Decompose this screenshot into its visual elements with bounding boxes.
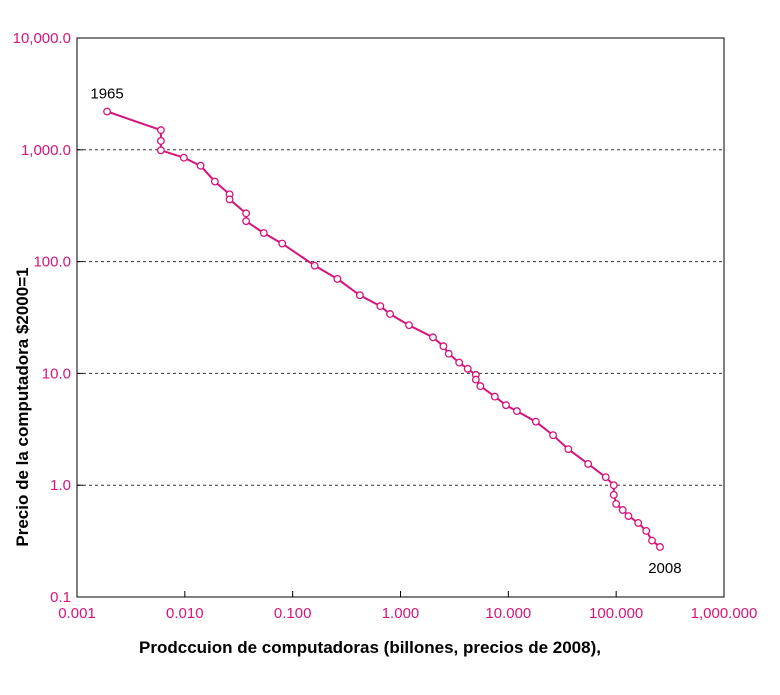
data-point — [656, 543, 664, 551]
data-point — [333, 274, 342, 283]
x-tick-label: 0.100 — [274, 605, 312, 622]
data-point — [634, 518, 643, 527]
y-axis-label: Precio de la computadora $2000=1 — [13, 267, 32, 546]
data-point — [531, 417, 540, 426]
y-tick-labels: 0.1 1.0 10.0 100.0 1,000.0 10,000.0 — [13, 30, 71, 606]
y-tick-label: 10.0 — [42, 365, 71, 382]
data-point — [512, 407, 521, 416]
y-tick-label: 0.1 — [50, 589, 71, 606]
data-point — [601, 473, 610, 482]
data-point — [376, 302, 385, 311]
data-point — [278, 239, 287, 248]
data-point — [490, 392, 499, 401]
data-point — [612, 499, 621, 508]
axis-ticks — [76, 37, 725, 598]
series-line — [106, 110, 661, 548]
x-tick-label: 10.000 — [485, 605, 531, 622]
data-point — [444, 349, 453, 358]
x-tick-label: 1.000 — [382, 605, 420, 622]
data-point — [584, 459, 593, 468]
y-tick-label: 10,000.0 — [13, 30, 71, 47]
x-tick-label: 1,000.000 — [691, 605, 758, 622]
x-tick-label: 0.001 — [58, 605, 96, 622]
data-point — [624, 512, 633, 520]
x-tick-label: 0.010 — [166, 605, 204, 622]
x-axis-label: Prodccuion de computadoras (billones, pr… — [139, 638, 601, 657]
data-point — [156, 126, 165, 135]
data-point — [103, 107, 112, 116]
data-point — [476, 382, 485, 391]
data-point — [386, 310, 394, 318]
data-point — [429, 333, 437, 342]
data-point — [179, 153, 188, 162]
data-point — [642, 526, 651, 535]
data-point — [210, 177, 219, 186]
data-point — [405, 321, 413, 330]
data-point — [439, 342, 448, 351]
data-point — [310, 261, 319, 270]
data-point — [501, 401, 510, 410]
data-point — [259, 229, 268, 238]
data-point — [618, 506, 627, 514]
data-point — [564, 445, 573, 454]
data-points — [103, 107, 664, 551]
annotation-label: 2008 — [648, 560, 681, 577]
x-tick-labels: 0.001 0.010 0.100 1.000 10.000 100.000 1,000.0… — [58, 605, 757, 622]
y-tick-label: 1,000.0 — [21, 142, 71, 159]
data-point — [196, 161, 205, 170]
data-point — [225, 195, 234, 204]
x-tick-label: 100.000 — [589, 605, 643, 622]
grid-lines — [77, 149, 724, 486]
data-point — [609, 490, 618, 499]
data-point — [156, 136, 165, 145]
data-point — [242, 209, 251, 218]
annotation-label: 1965 — [90, 86, 123, 103]
data-point — [455, 358, 464, 367]
data-point — [471, 375, 480, 384]
data-point — [355, 291, 364, 300]
data-point — [156, 146, 165, 155]
data-point — [609, 481, 618, 490]
y-tick-label: 1.0 — [50, 477, 71, 494]
data-point — [648, 536, 656, 545]
y-tick-label: 100.0 — [33, 254, 71, 271]
annotations: 1965 2008 — [90, 86, 681, 577]
data-point — [242, 217, 251, 226]
data-point — [463, 364, 472, 373]
data-point — [549, 431, 558, 440]
